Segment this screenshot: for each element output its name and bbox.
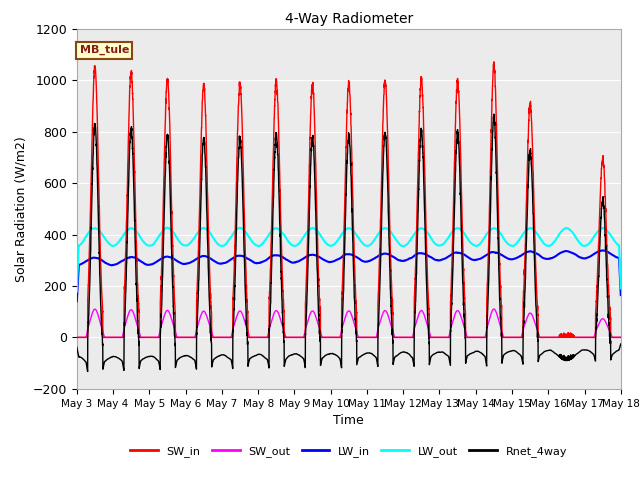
LW_out — [164, 225, 172, 230]
SW_in — [502, 335, 509, 340]
Rnet_4way — [171, 334, 179, 339]
SW_in — [616, 335, 624, 340]
SW_out — [490, 306, 498, 312]
Text: MB_tule: MB_tule — [79, 45, 129, 55]
Rnet_4way — [471, 349, 479, 355]
Rnet_4way — [441, 350, 449, 356]
Rnet_4way — [502, 350, 509, 356]
LW_out — [616, 270, 624, 276]
Legend: SW_in, SW_out, LW_in, LW_out, Rnet_4way: SW_in, SW_out, LW_in, LW_out, Rnet_4way — [125, 441, 572, 461]
SW_out — [171, 326, 179, 332]
SW_out — [440, 335, 448, 340]
Line: LW_in: LW_in — [77, 251, 621, 301]
LW_out — [471, 242, 479, 248]
LW_out — [329, 242, 337, 248]
Rnet_4way — [616, 343, 624, 348]
LW_out — [171, 231, 179, 237]
Y-axis label: Solar Radiation (W/m2): Solar Radiation (W/m2) — [14, 136, 27, 282]
LW_out — [441, 240, 449, 246]
LW_in — [73, 299, 81, 304]
Rnet_4way — [329, 350, 337, 356]
SW_in — [490, 59, 498, 65]
X-axis label: Time: Time — [333, 414, 364, 427]
Rnet_4way — [617, 341, 625, 347]
Line: Rnet_4way: Rnet_4way — [77, 114, 621, 372]
SW_in — [171, 299, 179, 304]
LW_in — [471, 257, 479, 263]
LW_in — [502, 254, 509, 260]
SW_in — [328, 335, 336, 340]
Line: SW_in: SW_in — [77, 62, 621, 337]
SW_out — [617, 335, 625, 340]
Rnet_4way — [490, 111, 498, 117]
LW_out — [73, 288, 81, 294]
Rnet_4way — [84, 369, 92, 374]
Title: 4-Way Radiometer: 4-Way Radiometer — [285, 12, 413, 26]
SW_out — [328, 335, 336, 340]
LW_in — [617, 292, 625, 298]
LW_out — [617, 286, 625, 291]
SW_out — [471, 335, 479, 340]
LW_in — [598, 248, 606, 253]
SW_out — [73, 335, 81, 340]
LW_in — [440, 256, 448, 262]
SW_in — [73, 335, 81, 340]
LW_in — [328, 259, 336, 264]
Rnet_4way — [73, 344, 81, 350]
SW_in — [471, 335, 479, 340]
SW_out — [502, 335, 509, 340]
LW_out — [502, 238, 509, 244]
Line: LW_out: LW_out — [77, 228, 621, 291]
SW_in — [617, 335, 625, 340]
SW_out — [616, 335, 624, 340]
LW_in — [616, 279, 624, 285]
Line: SW_out: SW_out — [77, 309, 621, 337]
SW_in — [440, 335, 448, 340]
LW_in — [171, 256, 179, 262]
